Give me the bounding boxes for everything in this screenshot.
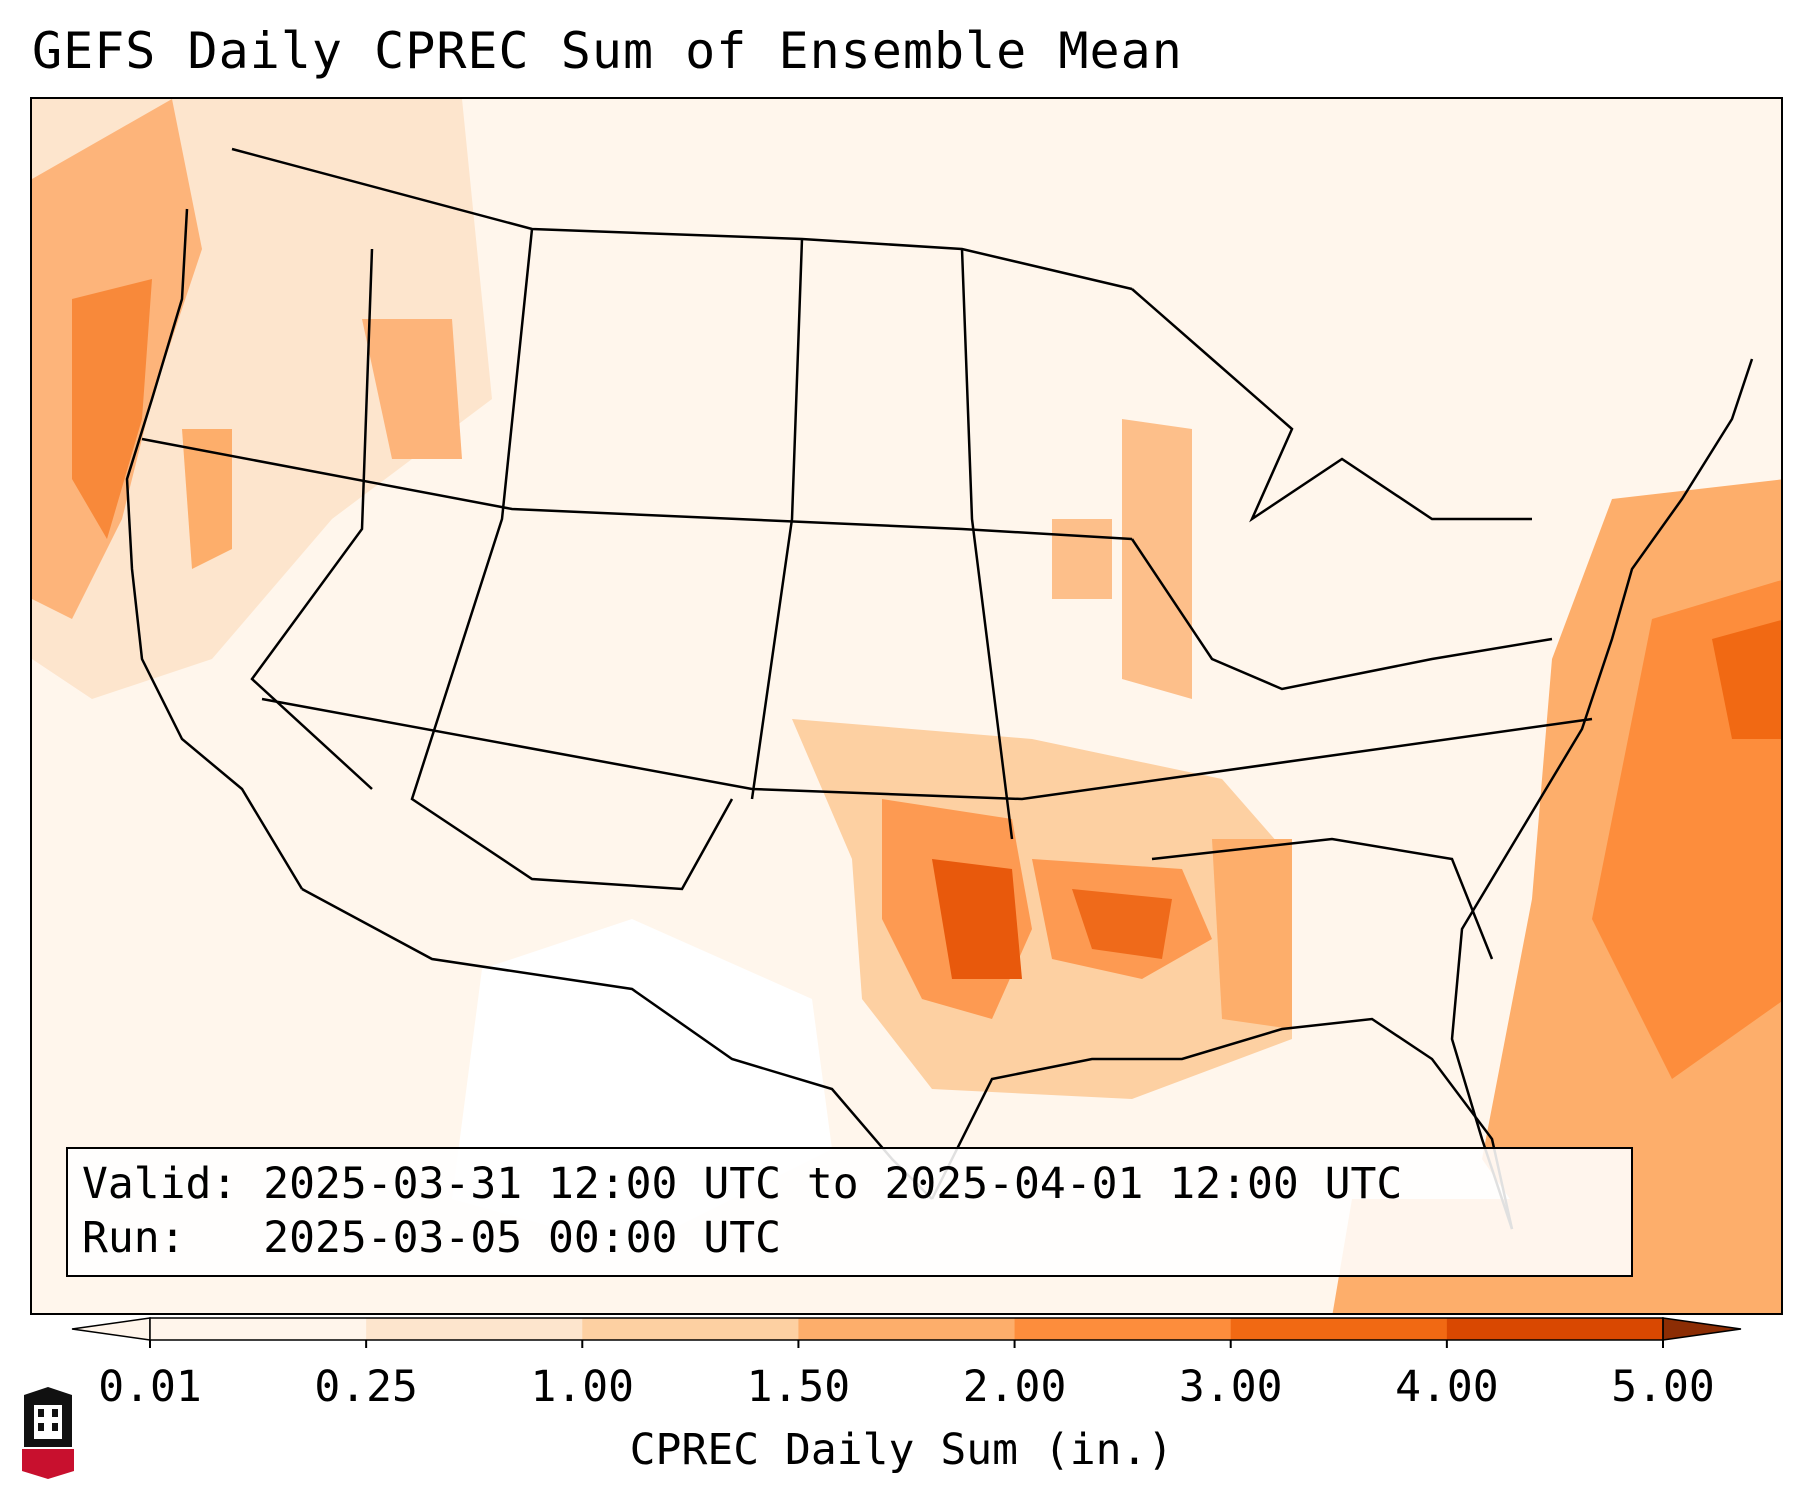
interior-central-2 xyxy=(960,248,1014,840)
horizontal-1 xyxy=(141,437,1133,541)
interior-west-2 xyxy=(410,228,734,891)
colorbar-tick-label: 0.01 xyxy=(98,1362,202,1412)
colorbar-segment xyxy=(366,1318,583,1340)
colorbar-segment xyxy=(798,1318,1016,1340)
colorbar-tick-label: 5.00 xyxy=(1611,1362,1715,1412)
colorbar-tick-label: 1.00 xyxy=(530,1362,635,1412)
colorbar-extend-low xyxy=(71,1317,151,1341)
map-title: GEFS Daily CPREC Sum of Ensemble Mean xyxy=(32,22,1183,80)
horizontal-2 xyxy=(261,697,1593,801)
great-lakes xyxy=(1131,288,1532,523)
colorbar xyxy=(71,1317,1742,1348)
run-time: Run: 2025-03-05 00:00 UTC xyxy=(82,1213,781,1263)
colorbar-segment xyxy=(1446,1318,1664,1340)
boundaries xyxy=(125,147,1754,1230)
info-box: Valid: 2025-03-31 12:00 UTC to 2025-04-0… xyxy=(66,1147,1633,1277)
colorbar-tick-label: 1.50 xyxy=(746,1362,851,1412)
colorbar-tick-label: 4.00 xyxy=(1395,1362,1499,1412)
colorbar-segment xyxy=(1014,1318,1232,1340)
colorbar-outline xyxy=(149,1317,1664,1341)
interior-west-1 xyxy=(250,248,374,790)
southeast xyxy=(1151,837,1494,960)
map-canvas xyxy=(32,99,1781,1313)
colorbar-segment xyxy=(1230,1318,1448,1340)
west-coast xyxy=(125,208,304,890)
valid-time: Valid: 2025-03-31 12:00 UTC to 2025-04-0… xyxy=(82,1159,1403,1209)
interior-central-1 xyxy=(750,238,804,800)
colorbar-tick-label: 0.25 xyxy=(314,1362,418,1412)
precipitation-map xyxy=(30,97,1783,1315)
colorbar-segment xyxy=(150,1318,367,1340)
ohio-valley xyxy=(1130,538,1553,691)
niu-logo xyxy=(22,1387,74,1479)
colorbar-label: CPREC Daily Sum (in.) xyxy=(629,1425,1174,1475)
gulf-coast xyxy=(930,1017,1514,1230)
colorbar-tick-label: 2.00 xyxy=(962,1362,1067,1412)
colorbar-ticks xyxy=(149,1340,1664,1348)
precip-field xyxy=(32,99,1781,1313)
east-coast xyxy=(1450,358,1754,1230)
colorbar-segments xyxy=(71,1317,1742,1341)
colorbar-tick-label: 3.00 xyxy=(1178,1362,1283,1412)
colorbar-segment xyxy=(582,1318,799,1340)
colorbar-extend-high xyxy=(1662,1317,1742,1341)
